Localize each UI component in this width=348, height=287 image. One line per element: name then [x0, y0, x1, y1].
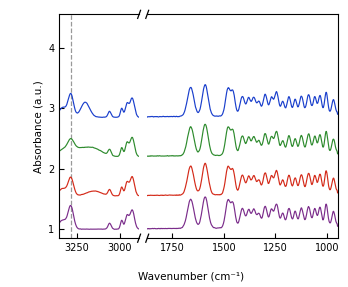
Y-axis label: Absorbance (a.u.): Absorbance (a.u.) [34, 80, 44, 173]
Text: Wavenumber (cm⁻¹): Wavenumber (cm⁻¹) [139, 271, 244, 281]
